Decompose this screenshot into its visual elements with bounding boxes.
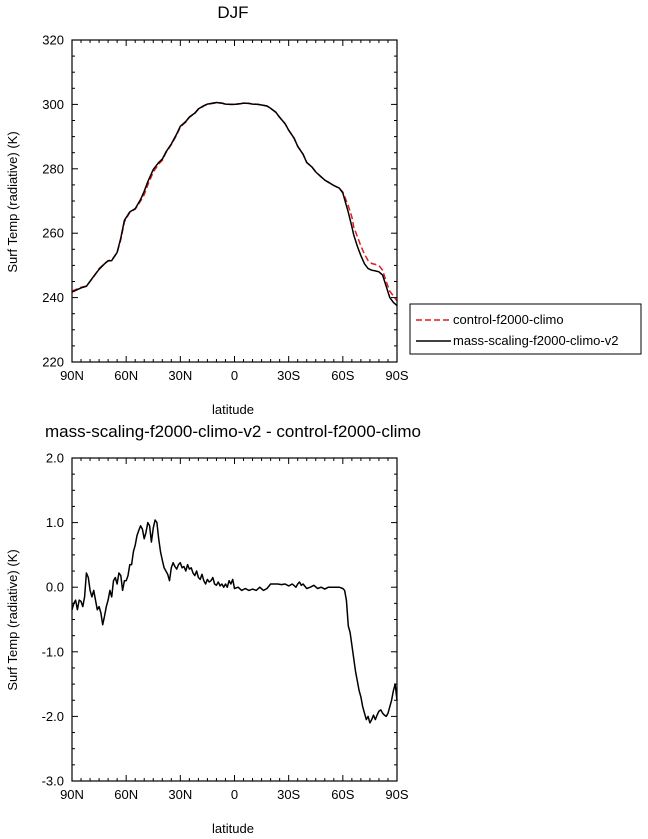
x-tick-label: 90S <box>385 787 408 802</box>
bottom-panel-plot-area: 90N 60N 30N 0 30S 60S 90S -3.0 -2.0 -1.0 0.0 1.0 2.0 <box>42 451 409 803</box>
y-tick-label: 300 <box>42 97 64 112</box>
y-tick-label: 280 <box>42 161 64 176</box>
y-tick-label: 240 <box>42 290 64 305</box>
x-tick-label: 90N <box>60 368 84 383</box>
y-tick-label: 1.0 <box>46 515 64 530</box>
x-tick-label: 60S <box>331 368 354 383</box>
x-tick-label: 30S <box>277 368 300 383</box>
x-tick-label: 30S <box>277 787 300 802</box>
y-tick-label: 2.0 <box>46 451 64 466</box>
y-tick-label: -1.0 <box>42 644 64 659</box>
top-panel-x-axis-label: latitude <box>212 402 254 417</box>
legend-label-control: control-f2000-climo <box>453 312 564 327</box>
top-panel: DJF Surf Temp (radiative) (K) latitude 9… <box>5 3 642 417</box>
bottom-panel-title: mass-scaling-f2000-climo-v2 - control-f2… <box>45 422 421 441</box>
top-panel-title: DJF <box>217 3 248 22</box>
series-line-0-1 <box>71 101 398 307</box>
y-tick-label: -3.0 <box>42 774 64 789</box>
series-line-0-0 <box>71 102 398 302</box>
x-tick-label: 30N <box>168 368 192 383</box>
x-tick-label: 60N <box>114 368 138 383</box>
series-line-1-0 <box>71 519 398 724</box>
top-panel-y-axis-label: Surf Temp (radiative) (K) <box>5 131 20 272</box>
x-tick-label: 0 <box>231 787 238 802</box>
x-tick-label: 90N <box>60 787 84 802</box>
bottom-panel: mass-scaling-f2000-climo-v2 - control-f2… <box>5 422 421 836</box>
y-tick-label: 220 <box>42 355 64 370</box>
legend-box <box>409 303 642 355</box>
y-tick-label: 260 <box>42 226 64 241</box>
x-tick-label: 60N <box>114 787 138 802</box>
x-tick-label: 0 <box>231 368 238 383</box>
y-tick-label: -2.0 <box>42 709 64 724</box>
y-tick-label: 0.0 <box>46 580 64 595</box>
x-tick-label: 60S <box>331 787 354 802</box>
legend-label-mass-scaling: mass-scaling-f2000-climo-v2 <box>453 333 618 348</box>
x-tick-label: 30N <box>168 787 192 802</box>
top-panel-plot-area: 90N 60N 30N 0 30S 60S 90S 220 240 260 280 300 320 <box>42 33 409 384</box>
plot-frame <box>71 39 398 363</box>
y-tick-label: 320 <box>42 33 64 48</box>
bottom-panel-x-axis-label: latitude <box>212 821 254 836</box>
top-panel-legend: control-f2000-climo mass-scaling-f2000-c… <box>409 303 642 355</box>
x-tick-label: 90S <box>385 368 408 383</box>
bottom-panel-y-axis-label: Surf Temp (radiative) (K) <box>5 549 20 690</box>
